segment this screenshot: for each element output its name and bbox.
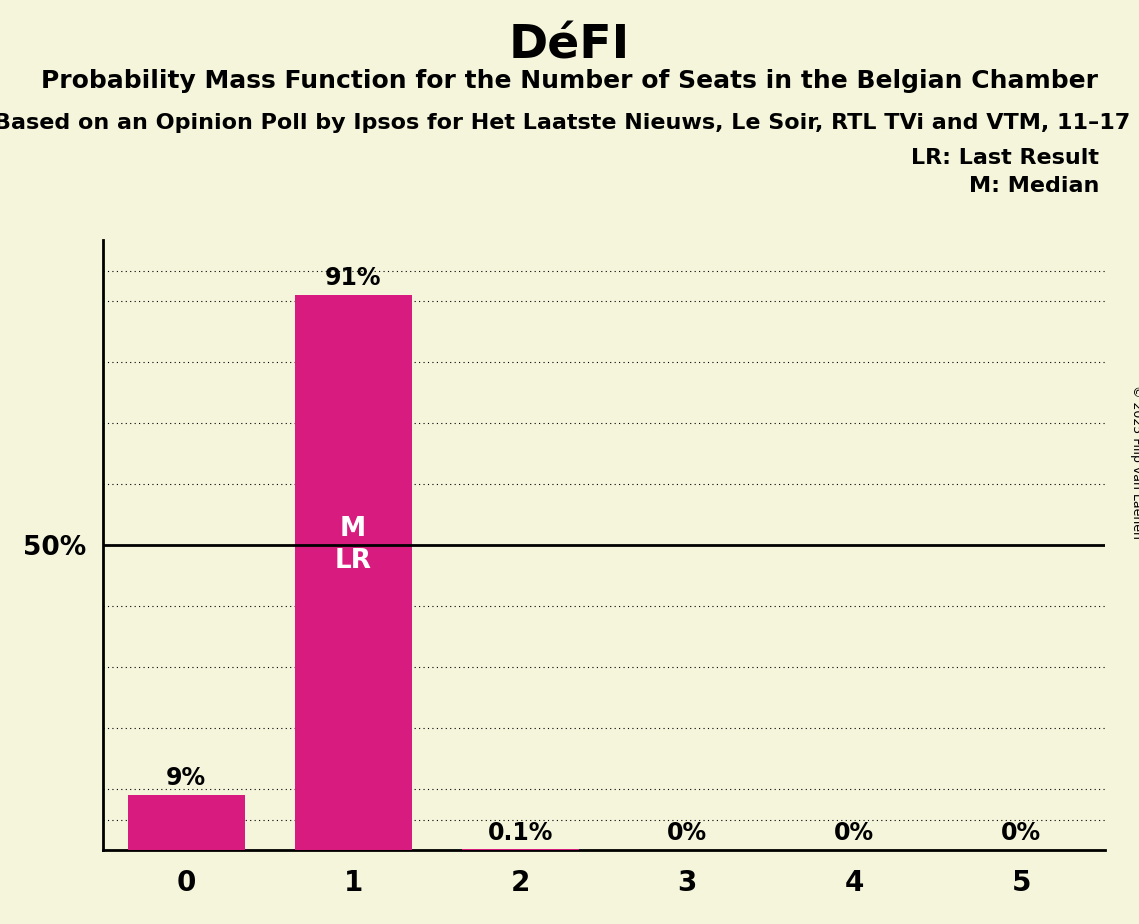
Text: 9%: 9% — [166, 766, 206, 790]
Text: 91%: 91% — [325, 266, 382, 290]
Text: 0%: 0% — [1001, 821, 1041, 845]
Text: LR: Last Result: LR: Last Result — [911, 148, 1099, 168]
Bar — [128, 796, 245, 850]
Text: 0%: 0% — [834, 821, 875, 845]
Text: DéFI: DéFI — [509, 23, 630, 68]
Text: Based on an Opinion Poll by Ipsos for Het Laatste Nieuws, Le Soir, RTL TVi and V: Based on an Opinion Poll by Ipsos for He… — [0, 113, 1139, 133]
Text: 0%: 0% — [667, 821, 707, 845]
Bar — [295, 295, 411, 850]
Text: M
LR: M LR — [335, 517, 371, 574]
Text: © 2025 Filip van Laenen: © 2025 Filip van Laenen — [1130, 385, 1139, 539]
Text: 0.1%: 0.1% — [487, 821, 552, 845]
Text: Probability Mass Function for the Number of Seats in the Belgian Chamber: Probability Mass Function for the Number… — [41, 69, 1098, 93]
Text: M: Median: M: Median — [969, 176, 1099, 196]
